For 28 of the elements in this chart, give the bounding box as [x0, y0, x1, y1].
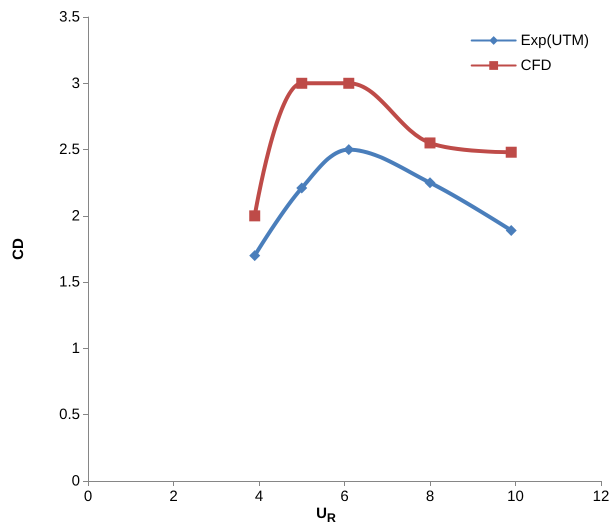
- y-tick-label: 2.5: [59, 141, 80, 158]
- y-tick-label: 0.5: [59, 406, 80, 424]
- point: [424, 177, 436, 188]
- point: [506, 146, 517, 158]
- point: [424, 137, 436, 148]
- y-axis-title: CD: [10, 238, 27, 260]
- x-tick-label: 0: [84, 488, 92, 505]
- point: [506, 224, 517, 236]
- x-axis-title: U$_{R}$: [315, 505, 337, 525]
- legend-label: Exp(UTM): [520, 32, 590, 49]
- x-tick-label: 8: [426, 488, 434, 505]
- x-tick-label: 12: [592, 488, 610, 505]
- x-tick-label: 6: [340, 488, 349, 505]
- y-tick-label: 1: [72, 340, 80, 357]
- y-tick-label: 3: [72, 74, 80, 92]
- y-tick-label: 1.5: [59, 274, 80, 291]
- point: [343, 78, 354, 89]
- point: [296, 78, 308, 89]
- legend-label: CFD: [520, 57, 552, 74]
- point: [249, 210, 260, 222]
- point: [296, 182, 308, 194]
- y-tick-label: 0: [72, 472, 80, 490]
- y-tick-label: 3.5: [59, 8, 80, 26]
- x-tick-label: 2: [169, 488, 178, 505]
- y-tick-label: 2: [72, 207, 80, 224]
- x-tick-label: 10: [507, 488, 524, 505]
- x-tick-label: 4: [254, 488, 264, 505]
- point: [249, 250, 260, 262]
